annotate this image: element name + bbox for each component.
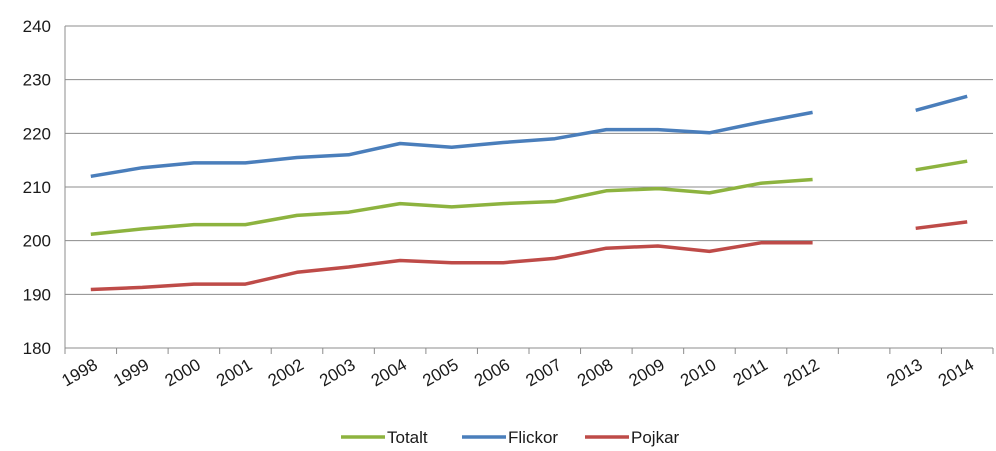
legend-label-totalt: Totalt [387, 428, 428, 447]
x-tick-label-2008: 2008 [574, 355, 616, 390]
y-tick-label-190: 190 [23, 285, 51, 304]
x-tick-label-1998: 1998 [59, 355, 101, 390]
legend-label-pojkar: Pojkar [631, 428, 680, 447]
series-line-totalt [90, 159, 968, 236]
gridlines [65, 25, 993, 295]
x-tick-label-2011: 2011 [730, 355, 771, 390]
legend: Totalt Flickor Pojkar [341, 428, 680, 447]
axes [64, 26, 994, 354]
x-tick-label-2004: 2004 [368, 355, 410, 390]
y-tick-label-200: 200 [23, 232, 51, 251]
x-tick-label-2014: 2014 [935, 355, 977, 390]
x-tick-label-2009: 2009 [626, 355, 668, 390]
x-tick-label-2000: 2000 [162, 355, 204, 390]
x-tick-label-2006: 2006 [471, 355, 513, 390]
x-tick-label-2002: 2002 [265, 355, 307, 390]
series-lines [90, 94, 968, 292]
series-line-flickor [90, 94, 968, 179]
x-tick-label-2005: 2005 [419, 355, 461, 390]
y-tick-label-230: 230 [23, 71, 51, 90]
x-tick-labels: 1998 1999 2000 2001 2002 2003 2004 2005 2006 2007… [59, 355, 978, 390]
x-tick-label-2010: 2010 [677, 355, 719, 390]
y-tick-label-220: 220 [23, 124, 51, 143]
series-line-pojkar [90, 220, 968, 292]
y-tick-label-240: 240 [23, 17, 51, 36]
x-tick-label-2013: 2013 [883, 355, 925, 390]
legend-label-flickor: Flickor [508, 428, 558, 447]
y-tick-labels: 180 190 200 210 220 230 240 [23, 17, 51, 358]
x-tick-label-2001: 2001 [213, 355, 255, 390]
y-tick-label-180: 180 [23, 339, 51, 358]
x-tick-label-2012: 2012 [780, 355, 822, 390]
x-tick-label-2007: 2007 [523, 355, 565, 390]
x-tick-label-2003: 2003 [316, 355, 358, 390]
y-tick-label-210: 210 [23, 178, 51, 197]
x-tick-label-1999: 1999 [110, 355, 152, 390]
